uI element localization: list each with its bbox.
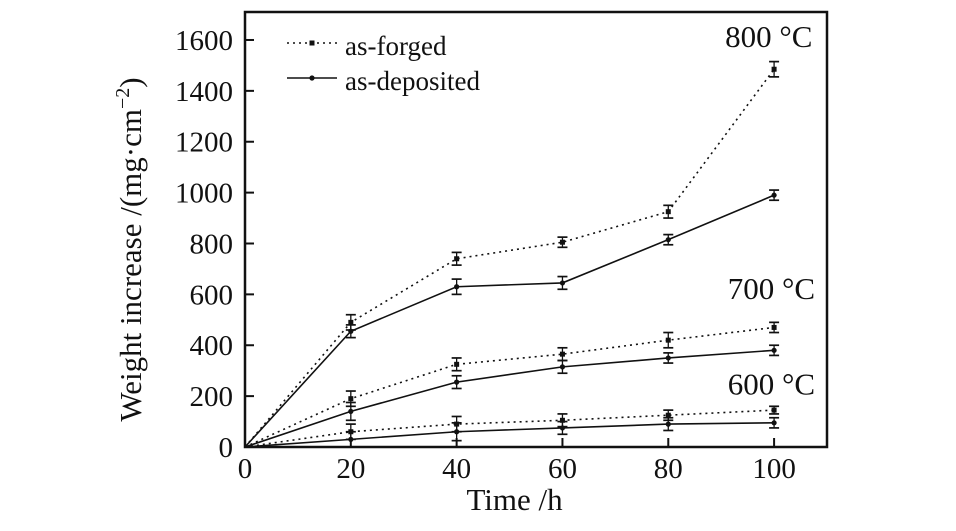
- data-point-marker: [771, 324, 777, 330]
- data-point-marker: [454, 361, 460, 367]
- x-tick-label: 0: [238, 453, 253, 485]
- data-point-marker: [348, 408, 354, 414]
- data-point-marker: [559, 364, 566, 370]
- series-as-forged-800C: [244, 60, 780, 448]
- data-point-marker: [454, 379, 460, 385]
- data-point-marker: [348, 319, 354, 325]
- data-point-marker: [454, 256, 460, 262]
- data-point-marker: [665, 237, 671, 243]
- y-tick-label: 1400: [175, 76, 233, 108]
- data-point-marker: [348, 396, 354, 402]
- data-point-marker: [771, 407, 777, 413]
- data-point-marker: [771, 347, 777, 353]
- y-tick-label: 800: [190, 228, 234, 260]
- temperature-annotations: 800 °C 700 °C 600 °C: [725, 19, 815, 401]
- data-point-marker: [454, 284, 460, 290]
- y-tick-label: 400: [190, 330, 234, 362]
- x-tick-label: 20: [336, 453, 365, 485]
- y-tick-label: 1200: [175, 127, 233, 159]
- x-tick-label: 60: [548, 453, 577, 485]
- y-tick-label: 600: [190, 279, 234, 311]
- temperature-label: 600 °C: [728, 366, 815, 401]
- series-as-forged-700C: [244, 321, 780, 448]
- x-tick-label: 40: [442, 453, 471, 485]
- data-point-marker: [665, 412, 671, 418]
- y-tick-label: 0: [219, 432, 234, 464]
- x-tick-label: 100: [752, 453, 796, 485]
- temperature-label: 700 °C: [728, 271, 815, 306]
- data-point-marker: [771, 192, 777, 198]
- y-tick-label: 1000: [175, 178, 233, 210]
- plot-frame: [243, 10, 829, 449]
- series-as-deposited-800C: [244, 189, 780, 448]
- y-axis-title: Weight increase /(mg·cm−2): [112, 77, 148, 421]
- x-axis: 0 20 40 60 80 100 Time /h: [238, 438, 796, 517]
- data-point-marker: [665, 355, 671, 361]
- data-point-marker: [771, 66, 777, 72]
- y-tick-label: 1600: [175, 25, 233, 57]
- data-point-marker: [348, 328, 354, 334]
- data-point-marker: [559, 280, 566, 286]
- x-axis-title: Time /h: [466, 482, 563, 517]
- temperature-label: 800 °C: [725, 19, 812, 54]
- legend-label: as-forged: [345, 31, 447, 61]
- legend-label: as-deposited: [345, 66, 480, 96]
- data-point-marker: [665, 421, 671, 427]
- y-axis: 0 200 400 600 800 1000 1200 1400 1600 Weight incr…: [112, 25, 254, 464]
- data-point-marker: [559, 239, 565, 245]
- data-point-marker: [665, 209, 671, 215]
- data-point-marker: [771, 420, 777, 426]
- y-tick-label: 200: [190, 381, 234, 413]
- legend-marker: [309, 40, 315, 46]
- data-point-marker: [454, 429, 460, 435]
- data-point-marker: [559, 351, 565, 357]
- series-as-deposited-700C: [244, 344, 780, 448]
- legend-marker: [309, 75, 315, 81]
- x-tick-label: 80: [654, 453, 683, 485]
- data-point-marker: [559, 417, 565, 423]
- data-point-marker: [559, 425, 566, 431]
- series-as-deposited-600C: [244, 416, 780, 448]
- data-point-marker: [665, 337, 671, 343]
- legend: as-forged as-deposited: [287, 31, 480, 96]
